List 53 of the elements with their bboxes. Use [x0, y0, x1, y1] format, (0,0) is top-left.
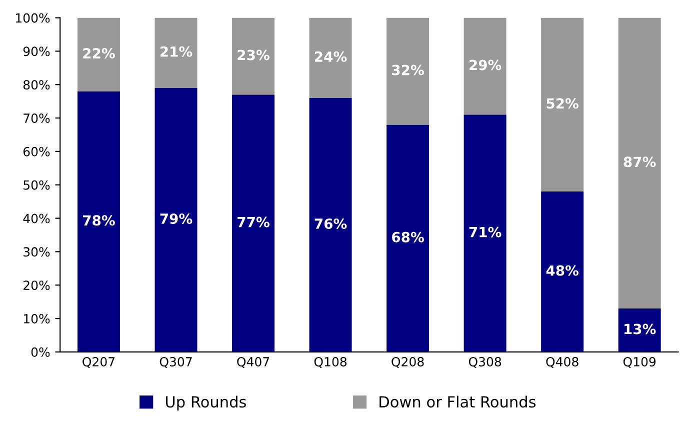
bar — [541, 192, 584, 352]
bar — [464, 18, 506, 115]
data-label: 77% — [238, 216, 270, 228]
bar — [309, 98, 352, 352]
data-label: 13% — [624, 324, 656, 334]
data-label: 78% — [83, 215, 115, 226]
x-tick-label: Q108 — [314, 357, 347, 368]
bar — [77, 91, 120, 352]
bar — [386, 18, 430, 125]
data-label: 23% — [238, 50, 270, 60]
data-label: 29% — [470, 60, 502, 70]
bar — [464, 114, 506, 352]
bar — [232, 18, 275, 95]
x-tick-label: Q208 — [392, 357, 424, 368]
data-label: 52% — [546, 98, 578, 109]
bar — [232, 94, 275, 352]
y-tick-label: 0% — [31, 347, 50, 357]
x-tick-label: Q109 — [623, 357, 656, 368]
data-label: 32% — [392, 64, 424, 76]
data-label: 71% — [469, 226, 502, 238]
x-tick-label: Q307 — [160, 357, 192, 368]
bar — [618, 308, 661, 352]
data-label: 76% — [314, 218, 347, 229]
y-tick-label: 80% — [23, 80, 50, 90]
y-tick-label: 100% — [16, 13, 50, 23]
bar — [77, 18, 120, 92]
y-tick-label: 60% — [23, 146, 50, 156]
y-tick-label: 90% — [23, 46, 50, 56]
y-tick-label: 20% — [24, 280, 50, 290]
y-tick-label: 50% — [24, 180, 50, 190]
bar — [541, 18, 584, 192]
x-tick-label: Q207 — [82, 357, 115, 368]
data-label: 22% — [83, 48, 115, 59]
y-tick-label: 40% — [23, 214, 50, 224]
data-label: 87% — [624, 156, 656, 168]
bar — [154, 18, 198, 88]
bar — [386, 124, 430, 352]
y-tick-label: 10% — [24, 314, 50, 324]
bar — [618, 18, 661, 308]
x-tick-label: Q407 — [237, 357, 270, 368]
data-label: 21% — [160, 46, 192, 57]
bar — [154, 88, 198, 352]
legend-label: Down or Flat Rounds — [380, 396, 536, 408]
data-label: 68% — [392, 232, 424, 242]
y-tick-label: 70% — [24, 113, 50, 123]
data-label: 48% — [546, 265, 578, 276]
data-label: 79% — [160, 213, 192, 224]
data-label: 24% — [315, 51, 347, 62]
legend-label: Up Rounds — [166, 396, 246, 411]
bar — [309, 18, 352, 98]
x-tick-label: Q408 — [546, 357, 578, 368]
x-tick-label: Q308 — [468, 357, 502, 368]
y-tick-label: 30% — [24, 247, 50, 257]
